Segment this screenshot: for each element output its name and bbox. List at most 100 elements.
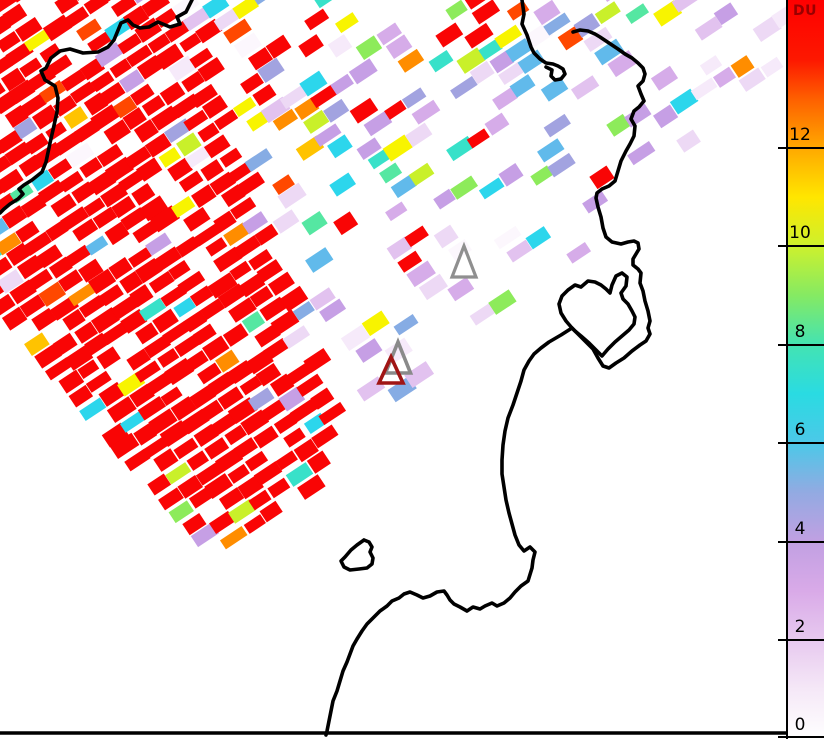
swath-pixel bbox=[259, 296, 288, 322]
swath-pixel bbox=[355, 35, 383, 61]
swath-pixel bbox=[293, 438, 319, 463]
swath-pixel bbox=[189, 285, 214, 307]
swath-pixel bbox=[90, 104, 120, 131]
swath-pixel bbox=[15, 16, 43, 42]
swath-pixel bbox=[204, 437, 230, 460]
swath-pixel bbox=[122, 107, 147, 131]
swath-pixel bbox=[530, 165, 554, 186]
swath-pixel bbox=[214, 447, 244, 473]
swath-pixel bbox=[248, 249, 273, 271]
swath-pixel bbox=[152, 308, 179, 334]
swath-pixel bbox=[311, 424, 339, 449]
swath-pixel bbox=[583, 26, 613, 52]
swath-pixel bbox=[98, 284, 124, 307]
swath-pixel bbox=[112, 95, 138, 119]
swath-pixel bbox=[310, 84, 338, 109]
swath-pixel bbox=[506, 0, 530, 21]
swath-pixel bbox=[228, 297, 257, 323]
swath-pixel bbox=[738, 67, 766, 92]
swath-pixel bbox=[272, 108, 299, 131]
swath-pixel bbox=[129, 383, 155, 408]
swath-pixel bbox=[298, 34, 324, 58]
swath-pixel bbox=[183, 109, 209, 132]
swath-pixel bbox=[73, 119, 100, 143]
swath-pixel bbox=[110, 432, 140, 459]
swath-pixel bbox=[237, 474, 264, 500]
swath-pixel bbox=[143, 334, 172, 359]
swath-pixel bbox=[464, 22, 494, 49]
swath-pixel bbox=[45, 121, 67, 141]
swath-pixel bbox=[0, 67, 26, 92]
swath-pixel bbox=[124, 145, 152, 170]
swath-pixel bbox=[96, 143, 124, 168]
swath-pixel bbox=[110, 0, 137, 18]
swath-pixel bbox=[303, 347, 332, 373]
swath-pixel bbox=[60, 206, 90, 232]
swath-pixel bbox=[311, 0, 336, 9]
volcano-ne-marker bbox=[449, 241, 479, 279]
swath-pixel bbox=[118, 168, 146, 192]
swath-pixel bbox=[397, 48, 425, 73]
swath-pixel bbox=[209, 510, 235, 534]
swath-pixel bbox=[224, 424, 247, 446]
swath-pixel bbox=[285, 362, 312, 386]
swath-pixel bbox=[406, 260, 436, 288]
swath-pixel bbox=[594, 1, 621, 25]
swath-pixel bbox=[223, 18, 252, 44]
swath-pixel bbox=[20, 194, 47, 218]
swath-pixel bbox=[301, 210, 328, 236]
swath-pixel bbox=[570, 75, 600, 100]
swath-pixel bbox=[106, 396, 137, 423]
swath-pixel bbox=[165, 462, 192, 485]
swath-pixel bbox=[330, 73, 354, 95]
swath-pixel bbox=[4, 141, 32, 166]
swath-pixel bbox=[186, 450, 210, 471]
swath-pixel bbox=[408, 162, 435, 186]
swath-pixel bbox=[176, 132, 202, 157]
swath-pixel bbox=[255, 362, 282, 387]
swath-pixel bbox=[110, 295, 139, 320]
swath-pixel bbox=[466, 128, 490, 149]
swath-pixel bbox=[119, 270, 144, 294]
swath-pixel bbox=[85, 235, 109, 256]
swath-pixel bbox=[505, 37, 534, 63]
swath-pixel bbox=[181, 70, 205, 93]
swath-pixel bbox=[87, 30, 113, 53]
swath-pixel bbox=[204, 473, 234, 500]
colorbar-gradient bbox=[786, 0, 824, 739]
swath-pixel bbox=[182, 310, 208, 333]
swath-pixel bbox=[92, 206, 118, 229]
swath-pixel bbox=[327, 134, 353, 159]
swath-pixel bbox=[397, 250, 423, 273]
swath-pixel bbox=[292, 300, 315, 321]
swath-pixel bbox=[79, 397, 107, 422]
swath-pixel bbox=[44, 357, 73, 381]
swath-pixel bbox=[167, 157, 193, 182]
swath-pixel bbox=[150, 105, 180, 131]
swath-pixel bbox=[79, 57, 106, 81]
swath-pixel bbox=[170, 396, 198, 421]
swath-pixel bbox=[211, 412, 238, 436]
swath-pixel bbox=[310, 387, 335, 410]
swath-pixel bbox=[65, 142, 95, 168]
swath-pixel bbox=[494, 24, 523, 49]
swath-pixel bbox=[257, 57, 285, 83]
swath-pixel bbox=[318, 401, 347, 426]
swath-pixel bbox=[96, 346, 121, 370]
swath-pixel bbox=[258, 399, 286, 423]
swath-pixel bbox=[265, 34, 292, 59]
swath-pixel bbox=[128, 247, 152, 268]
coastline-strait-spit bbox=[520, 0, 567, 82]
swath-pixel bbox=[241, 211, 269, 235]
swath-pixel bbox=[193, 223, 222, 247]
swath-pixel bbox=[282, 325, 311, 349]
swath-pixel bbox=[606, 113, 631, 137]
swath-pixel bbox=[589, 165, 615, 190]
swath-pixel bbox=[208, 371, 235, 396]
swath-pixel bbox=[219, 526, 248, 550]
swath-pixel bbox=[367, 149, 391, 170]
swath-pixel bbox=[42, 14, 73, 42]
swath-pixel bbox=[277, 182, 307, 209]
swath-pixel bbox=[197, 57, 225, 82]
swath-pixel bbox=[213, 6, 242, 32]
